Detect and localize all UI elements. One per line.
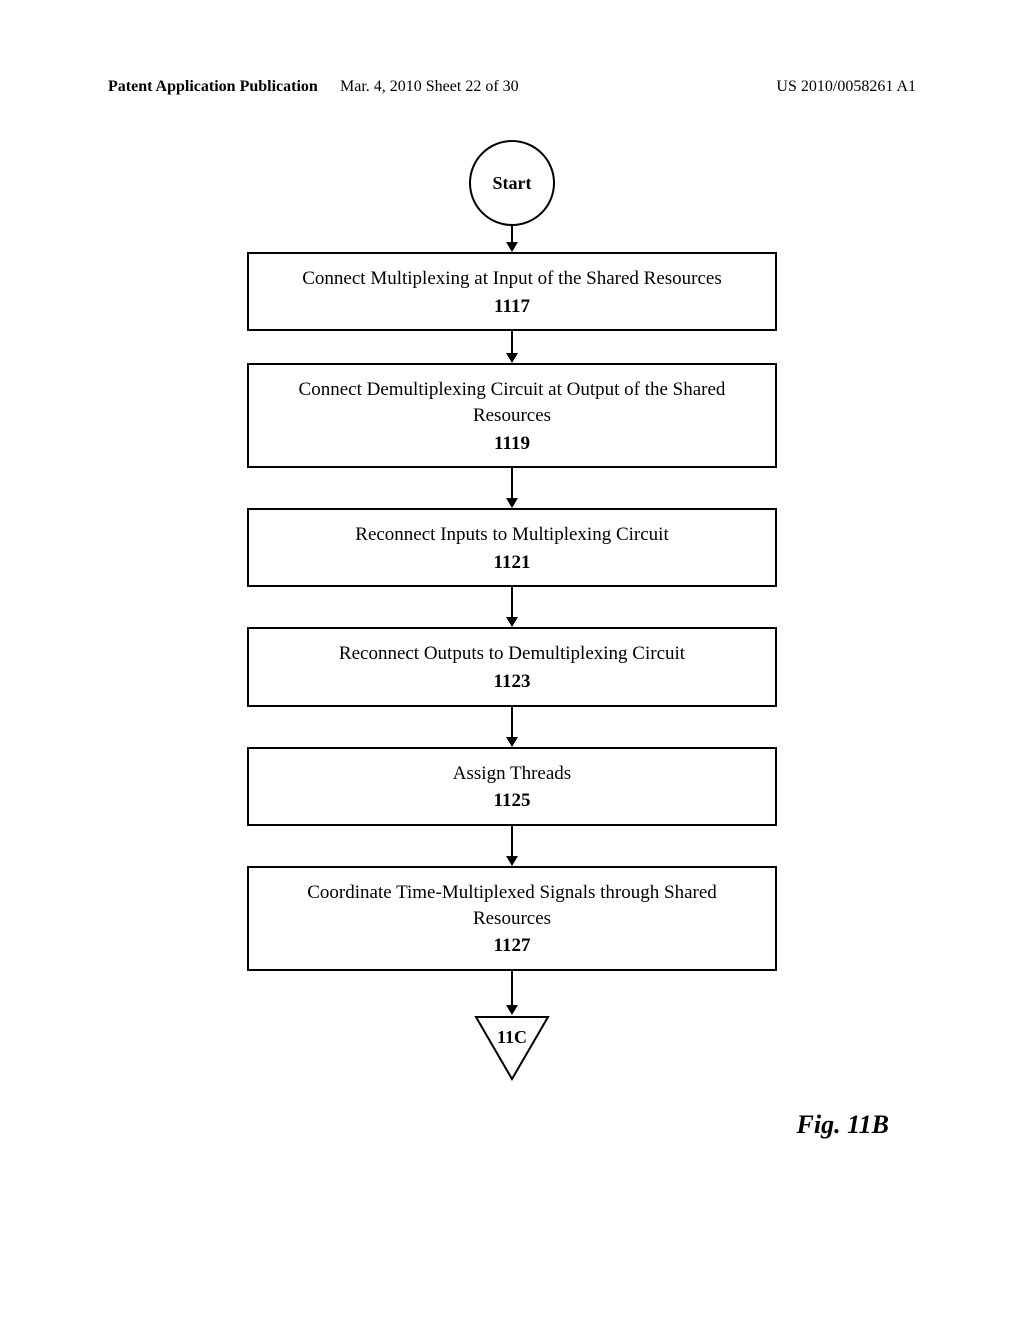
step-ref: 1123 [269,669,755,695]
connector-label: 11C [474,1027,550,1048]
arrow-1121-to-1123 [504,587,520,627]
start-label: Start [493,173,532,194]
step-text: Connect Demultiplexing Circuit at Output… [269,377,755,428]
arrow-down-icon [504,468,520,508]
step-ref: 1117 [269,294,755,320]
step-ref: 1119 [269,431,755,457]
step-1127: Coordinate Time-Multiplexed Signals thro… [247,866,777,971]
arrow-down-icon [504,826,520,866]
page: Patent Application Publication Mar. 4, 2… [0,0,1024,1320]
arrow-1119-to-1121 [504,468,520,508]
step-text: Connect Multiplexing at Input of the Sha… [269,266,755,292]
step-1123: Reconnect Outputs to Demultiplexing Circ… [247,627,777,706]
step-1125: Assign Threads 1125 [247,747,777,826]
page-header: Patent Application Publication Mar. 4, 2… [0,78,1024,96]
start-terminal: Start [469,140,555,226]
header-center: Mar. 4, 2010 Sheet 22 of 30 [340,78,519,96]
arrow-1125-to-1127 [504,826,520,866]
header-right: US 2010/0058261 A1 [776,78,916,96]
arrow-down-icon [504,587,520,627]
step-text: Reconnect Inputs to Multiplexing Circuit [269,522,755,548]
step-1119: Connect Demultiplexing Circuit at Output… [247,363,777,468]
step-1121: Reconnect Inputs to Multiplexing Circuit… [247,508,777,587]
arrow-down-icon [504,331,520,363]
arrow-down-icon [504,226,520,252]
arrow-1127-to-connector [504,971,520,1015]
step-text: Coordinate Time-Multiplexed Signals thro… [269,880,755,931]
figure-label: Fig. 11B [797,1110,889,1140]
triangle-down-icon [474,1015,550,1081]
step-text: Assign Threads [269,761,755,787]
step-ref: 1121 [269,550,755,576]
arrow-1117-to-1119 [504,331,520,363]
step-text: Reconnect Outputs to Demultiplexing Circ… [269,641,755,667]
header-left: Patent Application Publication [108,78,318,96]
step-1117: Connect Multiplexing at Input of the Sha… [247,252,777,331]
arrow-1123-to-1125 [504,707,520,747]
arrow-down-icon [504,707,520,747]
arrow-down-icon [504,971,520,1015]
step-ref: 1127 [269,933,755,959]
flowchart: Start Connect Multiplexing at Input of t… [0,140,1024,1081]
offpage-connector: 11C [474,1015,550,1081]
step-ref: 1125 [269,788,755,814]
arrow-start-to-1117 [504,226,520,252]
